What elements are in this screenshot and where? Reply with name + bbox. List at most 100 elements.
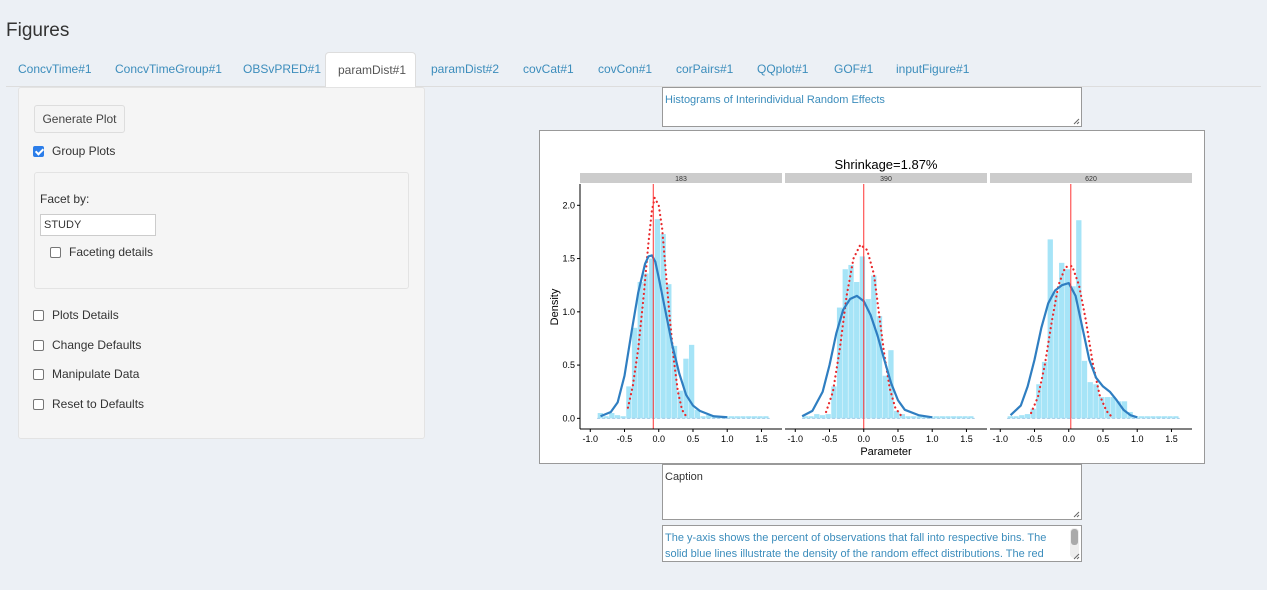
histogram-bar [859, 256, 866, 419]
histogram-bar [1013, 416, 1019, 419]
tab-paramdist-1[interactable]: paramDist#1 [325, 52, 416, 88]
tab-covcat-1[interactable]: covCat#1 [523, 62, 574, 76]
histogram-bar [746, 416, 752, 419]
histogram-bar [1173, 416, 1179, 419]
resize-handle-icon[interactable] [1073, 553, 1080, 560]
scrollbar-thumb[interactable] [1071, 529, 1078, 545]
histogram-bar [825, 414, 831, 419]
page-title: Figures [6, 20, 70, 41]
plots-details-checkbox[interactable] [33, 309, 44, 321]
histogram-bar [614, 415, 621, 419]
histogram-bar [654, 219, 661, 419]
figure-title-textarea[interactable]: Histograms of Interindividual Random Eff… [662, 87, 1082, 127]
histogram-bar [911, 416, 917, 419]
y-axis-label: Density [549, 288, 561, 325]
tab-paramdist-2[interactable]: paramDist#2 [431, 62, 500, 76]
facet-strip [580, 173, 782, 183]
histogram-bar [968, 416, 974, 419]
histogram-bar [1030, 408, 1036, 419]
histogram-bar [728, 416, 735, 419]
y-tick-label: 1.0 [562, 307, 575, 317]
facet-strip-label: 620 [1085, 176, 1097, 183]
histogram-bar [1116, 401, 1122, 419]
histogram-bar [620, 416, 626, 419]
histogram-bar [945, 416, 951, 419]
histogram-bar [905, 416, 911, 419]
tab-obsvpred-1[interactable]: OBSvPRED#1 [243, 62, 322, 76]
footnote-textarea[interactable]: The y-axis shows the percent of observat… [662, 525, 1082, 562]
histogram-bar [1138, 416, 1145, 419]
histogram-bar [649, 258, 655, 419]
plots-details-option[interactable]: Plots Details [33, 306, 119, 324]
histogram-bar [603, 416, 609, 419]
histogram-bar [882, 375, 888, 419]
resize-handle-icon[interactable] [1073, 118, 1080, 125]
reset-defaults-checkbox[interactable] [33, 398, 44, 410]
tab-inputfigure-1[interactable]: inputFigure#1 [896, 62, 970, 76]
histogram-bar [757, 416, 763, 419]
footnote-scrollbar[interactable] [1070, 528, 1079, 558]
manipulate-data-checkbox[interactable] [33, 368, 44, 380]
facet-strip-label: 183 [675, 176, 687, 183]
x-tick-label: -0.5 [1027, 434, 1043, 444]
histogram-bar [1156, 416, 1162, 419]
group-plots-option[interactable]: Group Plots [33, 142, 115, 160]
manipulate-data-label: Manipulate Data [52, 367, 140, 381]
plot-frame: Shrinkage=1.87% Density Parameter 0.0 0.5 1.0… [539, 130, 1205, 464]
normal-density-dotted-line [1029, 264, 1113, 418]
plots-details-label: Plots Details [52, 308, 119, 322]
histogram-bar [1041, 361, 1048, 419]
change-defaults-checkbox[interactable] [33, 339, 44, 351]
histogram-bar [1093, 384, 1099, 419]
histogram-bar [1019, 415, 1025, 419]
y-tick-label: 2.0 [562, 200, 575, 210]
change-defaults-label: Change Defaults [52, 338, 142, 352]
histogram-bar [802, 416, 808, 419]
x-tick-label: 0.5 [1097, 434, 1110, 444]
histogram-bar [751, 416, 758, 419]
manipulate-data-option[interactable]: Manipulate Data [33, 365, 139, 383]
change-defaults-option[interactable]: Change Defaults [33, 336, 141, 354]
x-tick-label: 0.5 [892, 434, 905, 444]
histogram-bar [1110, 397, 1116, 419]
histogram-bar [916, 416, 923, 419]
histogram-bar [706, 415, 712, 419]
resize-handle-icon[interactable] [1073, 511, 1080, 518]
tab-concvtime-1[interactable]: ConcvTime#1 [18, 62, 92, 76]
figure-title-text: Histograms of Interindividual Random Eff… [665, 94, 885, 106]
tab-concvtimegroup-1[interactable]: ConcvTimeGroup#1 [115, 62, 222, 76]
histogram-bar [1098, 397, 1105, 419]
x-tick-label: 0.0 [652, 434, 665, 444]
histogram-bar [694, 409, 701, 419]
histogram-bar [814, 414, 820, 419]
generate-plot-button[interactable]: Generate Plot [34, 105, 125, 133]
figure-tabs: ConcvTime#1 ConcvTimeGroup#1 OBSvPRED#1 … [6, 52, 1261, 88]
chart-title: Shrinkage=1.87% [835, 157, 938, 172]
x-tick-label: 1.0 [926, 434, 939, 444]
faceting-details-option[interactable]: Faceting details [50, 243, 153, 261]
x-tick-label: -0.5 [617, 434, 633, 444]
x-tick-label: -1.0 [788, 434, 804, 444]
tab-gof-1[interactable]: GOF#1 [834, 62, 874, 76]
histogram-bar [609, 413, 615, 419]
reset-defaults-option[interactable]: Reset to Defaults [33, 395, 144, 413]
x-tick-label: 1.0 [721, 434, 734, 444]
histogram-bar [1024, 414, 1031, 419]
caption-text: Caption [665, 471, 703, 483]
group-plots-checkbox[interactable] [33, 145, 44, 157]
facet-by-input[interactable] [40, 214, 156, 236]
tab-corpairs-1[interactable]: corPairs#1 [676, 62, 734, 76]
histogram-bar [1087, 382, 1093, 419]
x-tick-label: -1.0 [583, 434, 599, 444]
x-tick-label: 1.5 [960, 434, 973, 444]
tab-qqplot-1[interactable]: QQplot#1 [757, 62, 809, 76]
facet-strip [990, 173, 1192, 183]
caption-textarea[interactable]: Caption [662, 464, 1082, 520]
histogram-bar [671, 345, 678, 419]
histogram-bar [871, 275, 877, 419]
x-tick-label: 1.0 [1131, 434, 1144, 444]
faceting-details-checkbox[interactable] [50, 246, 61, 258]
tab-covcon-1[interactable]: covCon#1 [598, 62, 653, 76]
histogram-bar [1150, 416, 1156, 419]
histogram-bar [666, 284, 672, 419]
